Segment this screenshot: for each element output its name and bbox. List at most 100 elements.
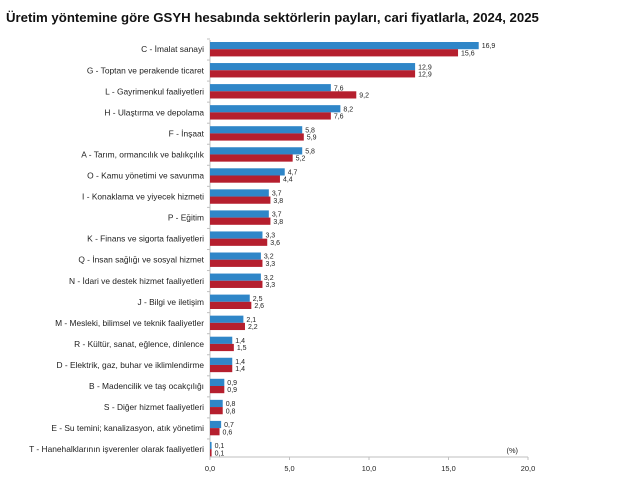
bar-series-2 bbox=[210, 407, 223, 415]
category-label: L - Gayrimenkul faaliyetleri bbox=[105, 86, 204, 96]
bar-series-1 bbox=[210, 168, 285, 176]
bar-series-2 bbox=[210, 196, 271, 204]
category-label: R - Kültür, sanat, eğlence, dinlence bbox=[74, 339, 204, 349]
bar-series-1 bbox=[210, 399, 223, 408]
value-label-series-2: 0,9 bbox=[227, 387, 237, 394]
bar-series-1 bbox=[210, 42, 479, 50]
value-label-series-2: 4,4 bbox=[283, 177, 293, 184]
bar-series-2 bbox=[210, 449, 212, 457]
category-label: D - Elektrik, gaz, buhar ve iklimlendirm… bbox=[56, 360, 204, 370]
value-label-series-1: 3,7 bbox=[272, 212, 282, 219]
bar-series-1 bbox=[210, 105, 341, 113]
value-label-series-2: 3,3 bbox=[265, 282, 275, 289]
category-label: T - Hanehalklarının işverenler olarak fa… bbox=[29, 444, 204, 454]
value-label-series-2: 0,8 bbox=[226, 408, 236, 415]
x-tick-label: 10,0 bbox=[362, 464, 376, 473]
bar-series-2 bbox=[210, 91, 357, 99]
x-tick-label: 15,0 bbox=[441, 464, 455, 473]
bar-series-1 bbox=[210, 315, 244, 323]
value-label-series-1: 3,3 bbox=[265, 233, 275, 240]
bar-series-1 bbox=[210, 63, 416, 71]
category-label: Q - İnsan sağlığı ve sosyal hizmet bbox=[78, 255, 204, 265]
value-label-series-1: 4,7 bbox=[288, 170, 298, 177]
unit-label: (%) bbox=[507, 446, 519, 455]
category-label: P - Eğitim bbox=[168, 213, 204, 223]
bar-series-1 bbox=[210, 84, 331, 92]
value-label-series-2: 15,6 bbox=[461, 50, 475, 57]
bar-series-2 bbox=[210, 70, 416, 78]
bar-series-1 bbox=[210, 378, 225, 386]
category-label: N - İdari ve destek hizmet faaliyetleri bbox=[69, 276, 204, 286]
value-label-series-1: 2,5 bbox=[253, 296, 263, 303]
bar-series-2 bbox=[210, 175, 280, 183]
value-label-series-1: 3,2 bbox=[264, 275, 274, 282]
value-label-series-1: 3,7 bbox=[272, 191, 282, 198]
category-label: H - Ulaştırma ve depolama bbox=[104, 107, 204, 117]
bar-series-2 bbox=[210, 238, 268, 246]
bar-series-1 bbox=[210, 210, 269, 218]
value-label-series-2: 9,2 bbox=[359, 93, 369, 100]
value-label-series-1: 3,2 bbox=[264, 254, 274, 261]
bar-series-1 bbox=[210, 420, 222, 429]
bar-series-2 bbox=[210, 301, 252, 309]
category-label: C - İmalat sanayi bbox=[141, 44, 204, 54]
x-tick-label: 5,0 bbox=[284, 464, 294, 473]
bar-series-2 bbox=[210, 217, 271, 225]
value-label-series-1: 0,9 bbox=[227, 380, 237, 387]
chart-title: Üretim yöntemine göre GSYH hesabında sek… bbox=[6, 10, 539, 25]
value-label-series-2: 12,9 bbox=[418, 71, 432, 78]
category-label: M - Mesleki, bilimsel ve teknik faaliyet… bbox=[55, 318, 204, 328]
bar-series-1 bbox=[210, 441, 212, 450]
value-label-series-1: 8,2 bbox=[343, 106, 353, 113]
category-label: O - Kamu yönetimi ve savunma bbox=[87, 171, 204, 181]
category-label: S - Diğer hizmet faaliyetleri bbox=[104, 402, 204, 412]
x-tick-label: 0,0 bbox=[205, 464, 215, 473]
value-label-series-2: 7,6 bbox=[334, 114, 344, 121]
value-label-series-2: 3,3 bbox=[265, 261, 275, 268]
value-label-series-1: 1,4 bbox=[235, 338, 245, 345]
value-label-series-2: 2,6 bbox=[254, 303, 264, 310]
value-label-series-1: 12,9 bbox=[418, 64, 432, 71]
bar-series-1 bbox=[210, 273, 261, 281]
bar-series-2 bbox=[210, 428, 220, 436]
value-label-series-2: 2,2 bbox=[248, 324, 258, 331]
bar-series-2 bbox=[210, 322, 245, 331]
category-label: A - Tarım, ormancılık ve balıkçılık bbox=[81, 149, 205, 159]
bar-series-1 bbox=[210, 357, 233, 365]
value-label-series-1: 7,6 bbox=[334, 85, 344, 92]
bar-series-1 bbox=[210, 336, 233, 344]
bar-series-2 bbox=[210, 280, 263, 288]
bar-series-2 bbox=[210, 259, 263, 267]
bar-series-1 bbox=[210, 231, 263, 239]
bar-series-2 bbox=[210, 364, 233, 373]
value-label-series-1: 0,7 bbox=[224, 422, 234, 429]
bar-series-2 bbox=[210, 386, 225, 394]
value-label-series-2: 1,4 bbox=[235, 366, 245, 373]
bar-series-2 bbox=[210, 154, 293, 162]
bar-series-2 bbox=[210, 343, 234, 352]
value-label-series-2: 0,6 bbox=[223, 429, 233, 436]
value-label-series-2: 1,5 bbox=[237, 345, 247, 352]
value-label-series-1: 5,8 bbox=[305, 148, 315, 155]
bar-series-2 bbox=[210, 112, 331, 120]
value-label-series-1: 2,1 bbox=[246, 317, 256, 324]
value-label-series-2: 5,9 bbox=[307, 135, 317, 142]
category-label: E - Su temini; kanalizasyon, atık yöneti… bbox=[51, 423, 204, 433]
value-label-series-2: 3,8 bbox=[273, 198, 283, 205]
category-label: B - Madencilik ve taş ocakçılığı bbox=[89, 381, 204, 391]
value-label-series-2: 3,6 bbox=[270, 240, 280, 247]
category-label: J - Bilgi ve iletişim bbox=[137, 297, 204, 307]
value-label-series-2: 0,1 bbox=[215, 450, 225, 457]
bar-series-1 bbox=[210, 126, 303, 134]
category-label: K - Finans ve sigorta faaliyetleri bbox=[87, 234, 204, 244]
value-label-series-1: 16,9 bbox=[482, 43, 496, 50]
value-label-series-1: 1,4 bbox=[235, 359, 245, 366]
bar-series-1 bbox=[210, 147, 303, 155]
bar-series-2 bbox=[210, 133, 304, 141]
value-label-series-1: 0,1 bbox=[215, 443, 225, 450]
bar-series-1 bbox=[210, 189, 269, 197]
value-label-series-2: 3,8 bbox=[273, 219, 283, 226]
bar-series-2 bbox=[210, 49, 459, 57]
category-label: F - İnşaat bbox=[169, 128, 205, 138]
